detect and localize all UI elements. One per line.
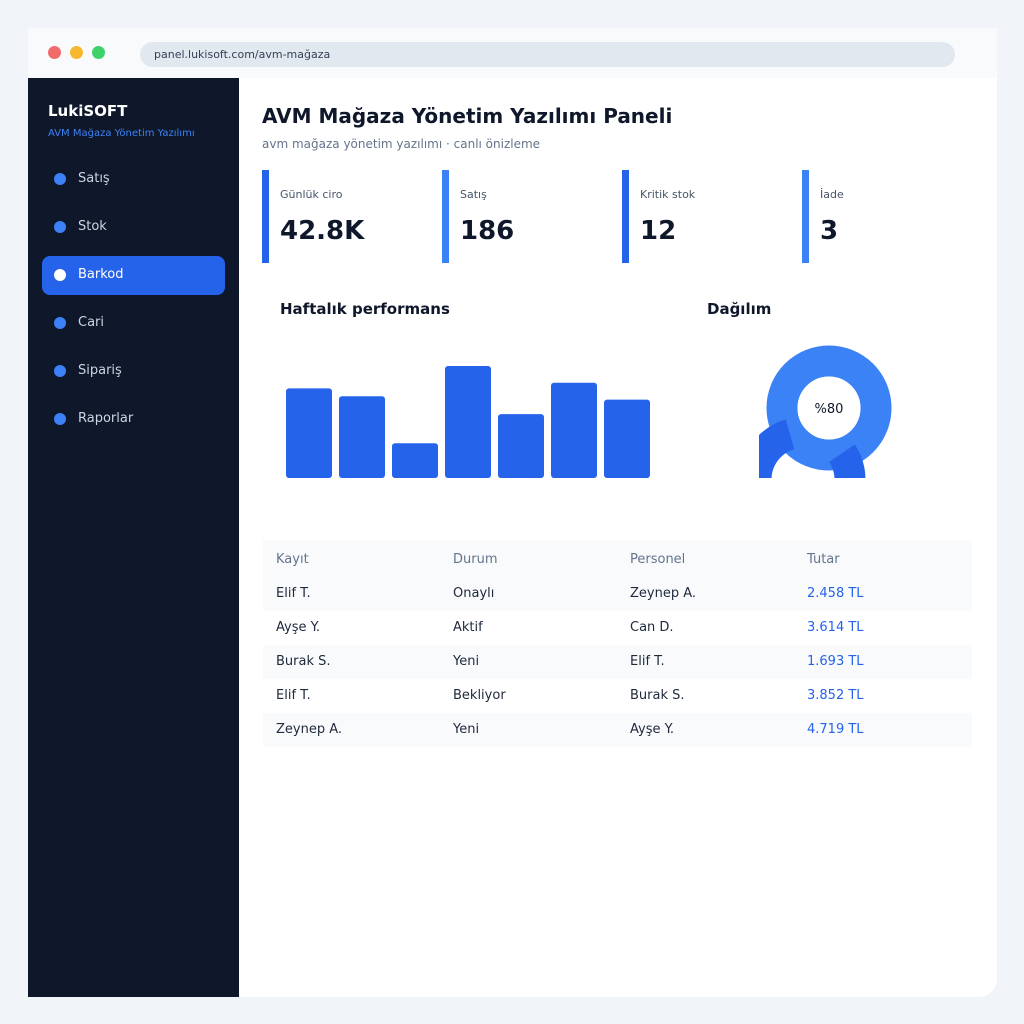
cell-staff: Ayşe Y. bbox=[630, 722, 675, 737]
cell-staff: Elif T. bbox=[630, 654, 665, 669]
minimize-window-icon[interactable] bbox=[70, 46, 83, 59]
kpi-value: 42.8K bbox=[280, 216, 365, 246]
sidebar-item-label: Barkod bbox=[78, 267, 124, 282]
bullet-icon bbox=[54, 413, 66, 425]
cell-amount: 2.458 TL bbox=[807, 586, 864, 601]
distribution-donut-chart: %80 bbox=[759, 345, 892, 478]
records-table: Kayıt Durum Personel Tutar Elif T. Onayl… bbox=[263, 540, 972, 747]
table-row[interactable]: Zeynep A. Yeni Ayşe Y. 4.719 TL bbox=[263, 713, 972, 747]
bar-5 bbox=[498, 414, 544, 478]
sidebar-item-stok[interactable]: Stok bbox=[42, 208, 225, 247]
performance-chart-title: Haftalık performans bbox=[280, 300, 450, 318]
bar-4 bbox=[445, 366, 491, 478]
kpi-card-returns: İade 3 bbox=[802, 170, 967, 263]
brand-logo: LukiSOFT bbox=[48, 102, 128, 120]
address-bar[interactable]: panel.lukisoft.com/avm-mağaza bbox=[140, 42, 955, 67]
bullet-icon bbox=[54, 365, 66, 377]
sidebar-item-raporlar[interactable]: Raporlar bbox=[42, 400, 225, 439]
brand-subtitle: AVM Mağaza Yönetim Yazılımı bbox=[48, 128, 195, 139]
cell-amount: 1.693 TL bbox=[807, 654, 864, 669]
cell-record: Zeynep A. bbox=[276, 722, 343, 737]
cell-staff: Can D. bbox=[630, 620, 674, 635]
bullet-icon bbox=[54, 173, 66, 185]
sidebar-item-label: Sipariş bbox=[78, 363, 122, 378]
column-header-kayit[interactable]: Kayıt bbox=[276, 552, 309, 567]
bar-2 bbox=[339, 396, 385, 478]
column-header-personel[interactable]: Personel bbox=[630, 552, 686, 567]
close-window-icon[interactable] bbox=[48, 46, 61, 59]
donut-main-slice bbox=[759, 419, 866, 478]
bullet-icon bbox=[54, 269, 66, 281]
maximize-window-icon[interactable] bbox=[92, 46, 105, 59]
donut-hole bbox=[797, 376, 861, 440]
cell-status: Yeni bbox=[453, 722, 480, 737]
bullet-icon bbox=[54, 221, 66, 233]
cell-record: Elif T. bbox=[276, 586, 311, 601]
page-title: AVM Mağaza Yönetim Yazılımı Paneli bbox=[262, 104, 673, 128]
sidebar-item-barkod[interactable]: Barkod bbox=[42, 256, 225, 295]
kpi-card-critical-stock: Kritik stok 12 bbox=[622, 170, 787, 263]
bullet-icon bbox=[54, 317, 66, 329]
cell-amount: 4.719 TL bbox=[807, 722, 864, 737]
sidebar-item-label: Stok bbox=[78, 219, 107, 234]
sidebar-item-cari[interactable]: Cari bbox=[42, 304, 225, 343]
cell-status: Onaylı bbox=[453, 586, 495, 601]
sidebar: LukiSOFT AVM Mağaza Yönetim Yazılımı Sat… bbox=[28, 78, 239, 997]
cell-record: Burak S. bbox=[276, 654, 331, 669]
kpi-label: Satış bbox=[460, 188, 487, 201]
column-header-tutar[interactable]: Tutar bbox=[807, 552, 840, 567]
cell-status: Bekliyor bbox=[453, 688, 506, 703]
kpi-value: 186 bbox=[460, 216, 515, 246]
table-row[interactable]: Elif T. Bekliyor Burak S. 3.852 TL bbox=[263, 679, 972, 713]
cell-record: Ayşe Y. bbox=[276, 620, 321, 635]
kpi-label: İade bbox=[820, 188, 844, 201]
table-header-row: Kayıt Durum Personel Tutar bbox=[263, 540, 972, 577]
kpi-label: Günlük ciro bbox=[280, 188, 343, 201]
table-row[interactable]: Elif T. Onaylı Zeynep A. 2.458 TL bbox=[263, 577, 972, 611]
page-subtitle: avm mağaza yönetim yazılımı · canlı öniz… bbox=[262, 137, 541, 151]
cell-staff: Zeynep A. bbox=[630, 586, 697, 601]
cell-status: Aktif bbox=[453, 620, 483, 635]
table-row[interactable]: Ayşe Y. Aktif Can D. 3.614 TL bbox=[263, 611, 972, 645]
app-window: panel.lukisoft.com/avm-mağaza LukiSOFT A… bbox=[28, 28, 997, 997]
sidebar-item-label: Raporlar bbox=[78, 411, 134, 426]
kpi-label: Kritik stok bbox=[640, 188, 696, 201]
bar-1 bbox=[286, 388, 332, 478]
table-row[interactable]: Burak S. Yeni Elif T. 1.693 TL bbox=[263, 645, 972, 679]
cell-amount: 3.852 TL bbox=[807, 688, 864, 703]
donut-remainder-slice bbox=[766, 345, 892, 471]
cell-status: Yeni bbox=[453, 654, 480, 669]
bar-6 bbox=[551, 382, 597, 478]
distribution-chart-title: Dağılım bbox=[707, 300, 772, 318]
bar-3 bbox=[392, 443, 438, 478]
sidebar-item-label: Cari bbox=[78, 315, 104, 330]
cell-staff: Burak S. bbox=[630, 688, 685, 703]
cell-record: Elif T. bbox=[276, 688, 311, 703]
sidebar-item-satis[interactable]: Satış bbox=[42, 160, 225, 199]
cell-amount: 3.614 TL bbox=[807, 620, 864, 635]
main-content: AVM Mağaza Yönetim Yazılımı Paneli avm m… bbox=[239, 78, 997, 997]
browser-titlebar: panel.lukisoft.com/avm-mağaza bbox=[28, 28, 997, 78]
kpi-card-sales: Satış 186 bbox=[442, 170, 607, 263]
bar-7 bbox=[604, 399, 650, 478]
sidebar-item-label: Satış bbox=[78, 171, 110, 186]
donut-center-label: %80 bbox=[815, 402, 844, 417]
kpi-value: 12 bbox=[640, 216, 677, 246]
sidebar-item-siparis[interactable]: Sipariş bbox=[42, 352, 225, 391]
kpi-value: 3 bbox=[820, 216, 839, 246]
kpi-card-daily-revenue: Günlük ciro 42.8K bbox=[262, 170, 427, 263]
weekly-performance-bar-chart bbox=[286, 366, 650, 478]
column-header-durum[interactable]: Durum bbox=[453, 552, 498, 567]
